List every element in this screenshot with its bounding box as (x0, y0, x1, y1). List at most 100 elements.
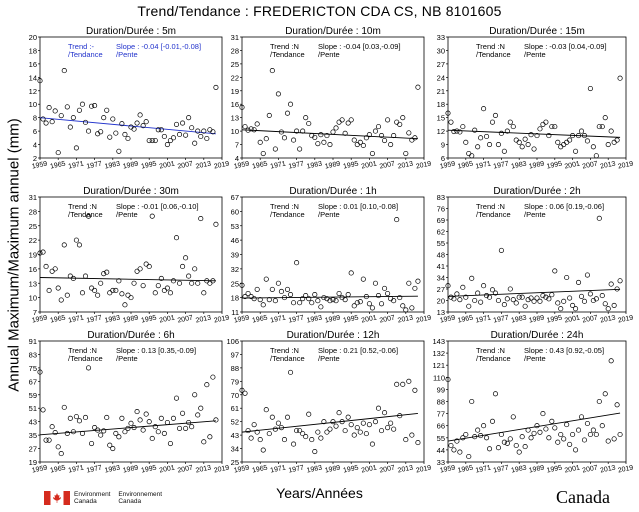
data-point (195, 128, 201, 134)
data-point (143, 411, 149, 417)
data-point (354, 425, 360, 431)
x-tick-label: 2013 (397, 464, 414, 474)
data-point (149, 435, 155, 442)
data-point (173, 121, 180, 127)
data-point (251, 296, 257, 302)
data-point (472, 434, 478, 440)
y-tick-label: 59 (29, 391, 37, 400)
data-point (306, 296, 312, 302)
data-point (204, 382, 210, 388)
data-point (573, 148, 579, 154)
data-point (242, 390, 248, 396)
y-tick-label: 2 (33, 154, 37, 163)
trend-label: Trend :N (270, 346, 299, 355)
y-tick-label: 6 (33, 127, 37, 136)
panel-title: Duration/Durée : 24h (491, 330, 584, 341)
data-point (134, 268, 140, 274)
data-point (170, 278, 177, 284)
data-point (79, 430, 86, 436)
data-point (363, 294, 369, 300)
trend-label-fr: /Tendance (270, 210, 305, 219)
data-point (70, 429, 76, 435)
y-tick-label: 30 (437, 46, 445, 55)
x-tick-label: 1971 (68, 160, 85, 170)
data-point (128, 295, 134, 301)
data-point (617, 278, 623, 284)
data-point (484, 293, 490, 299)
data-point (406, 378, 412, 384)
data-point (210, 278, 216, 284)
y-tick-label: 53 (231, 222, 239, 231)
panel-6: Duration/Durée : 2h 13 20 27 34 41 48 55 62 69 76 8… (437, 186, 634, 325)
data-point (519, 144, 525, 150)
panel-3: Duration/Durée : 15m 6 9 12 15 18 21 24 27 30 33 19… (437, 26, 634, 171)
data-point (52, 108, 58, 114)
trend-line (447, 412, 621, 442)
y-tick-label: 97 (231, 350, 239, 359)
data-point (173, 395, 180, 401)
data-point (284, 414, 291, 420)
trend-label: Trend :N (68, 346, 97, 355)
y-tick-label: 31 (231, 33, 239, 42)
y-tick-label: 32 (231, 265, 239, 274)
data-point (498, 247, 504, 253)
data-point (189, 125, 195, 131)
x-tick-label: 1971 (270, 160, 287, 170)
x-tick-label: 1959 (233, 314, 250, 324)
y-tick-label: 43 (231, 431, 239, 440)
data-point (445, 110, 451, 116)
y-tick-label: 55 (437, 239, 445, 248)
data-point (397, 413, 403, 419)
slope-label: Slope : 0.13 [0.35,-0.09] (116, 346, 196, 355)
data-point (281, 295, 288, 301)
data-point (412, 135, 418, 141)
data-point (394, 381, 400, 387)
data-point (327, 426, 333, 432)
x-tick-label: 1977 (493, 314, 510, 324)
slope-label: Slope : 0.21 [0.52,-0.06] (318, 346, 398, 355)
data-point (573, 447, 579, 453)
data-point (104, 107, 110, 113)
data-point (345, 120, 351, 126)
x-tick-label: 1995 (546, 160, 563, 170)
x-tick-label: 2001 (564, 314, 581, 324)
y-tick-label: 34 (231, 445, 239, 454)
data-point (507, 286, 513, 292)
data-point (348, 270, 354, 276)
x-tick-label: 1989 (528, 464, 545, 474)
x-tick-label: 1989 (122, 464, 139, 474)
x-tick-label: 1959 (439, 314, 456, 324)
panel-2: Duration/Durée : 10m 4 7 10 13 16 19 22 25 28 31 19… (231, 26, 432, 171)
data-point (272, 146, 278, 152)
data-point (104, 414, 110, 421)
data-point (318, 435, 324, 441)
data-point (107, 442, 113, 448)
data-point (596, 398, 602, 405)
trend-label: Trend :N (476, 346, 505, 355)
y-tick-label: 8 (33, 114, 37, 123)
data-point (412, 387, 418, 393)
data-point (400, 303, 406, 309)
y-tick-label: 25 (29, 222, 37, 231)
data-point (79, 290, 86, 296)
data-point (513, 300, 519, 306)
data-point (564, 139, 570, 145)
data-point (357, 139, 363, 145)
data-point (281, 135, 288, 141)
data-point (131, 126, 137, 132)
x-tick-label: 1977 (288, 160, 305, 170)
data-point (406, 130, 412, 136)
data-point (321, 295, 327, 301)
data-point (528, 295, 534, 301)
y-tick-label: 121 (432, 361, 445, 370)
x-tick-label: 2013 (600, 160, 617, 170)
x-tick-label: 1959 (31, 160, 48, 170)
x-tick-label: 1995 (343, 464, 360, 474)
data-point (469, 275, 475, 281)
canada-flag-icon (44, 491, 70, 505)
data-point (451, 129, 457, 135)
data-point (516, 139, 522, 145)
y-tick-label: 24 (437, 73, 445, 82)
x-tick-label: 1995 (546, 464, 563, 474)
